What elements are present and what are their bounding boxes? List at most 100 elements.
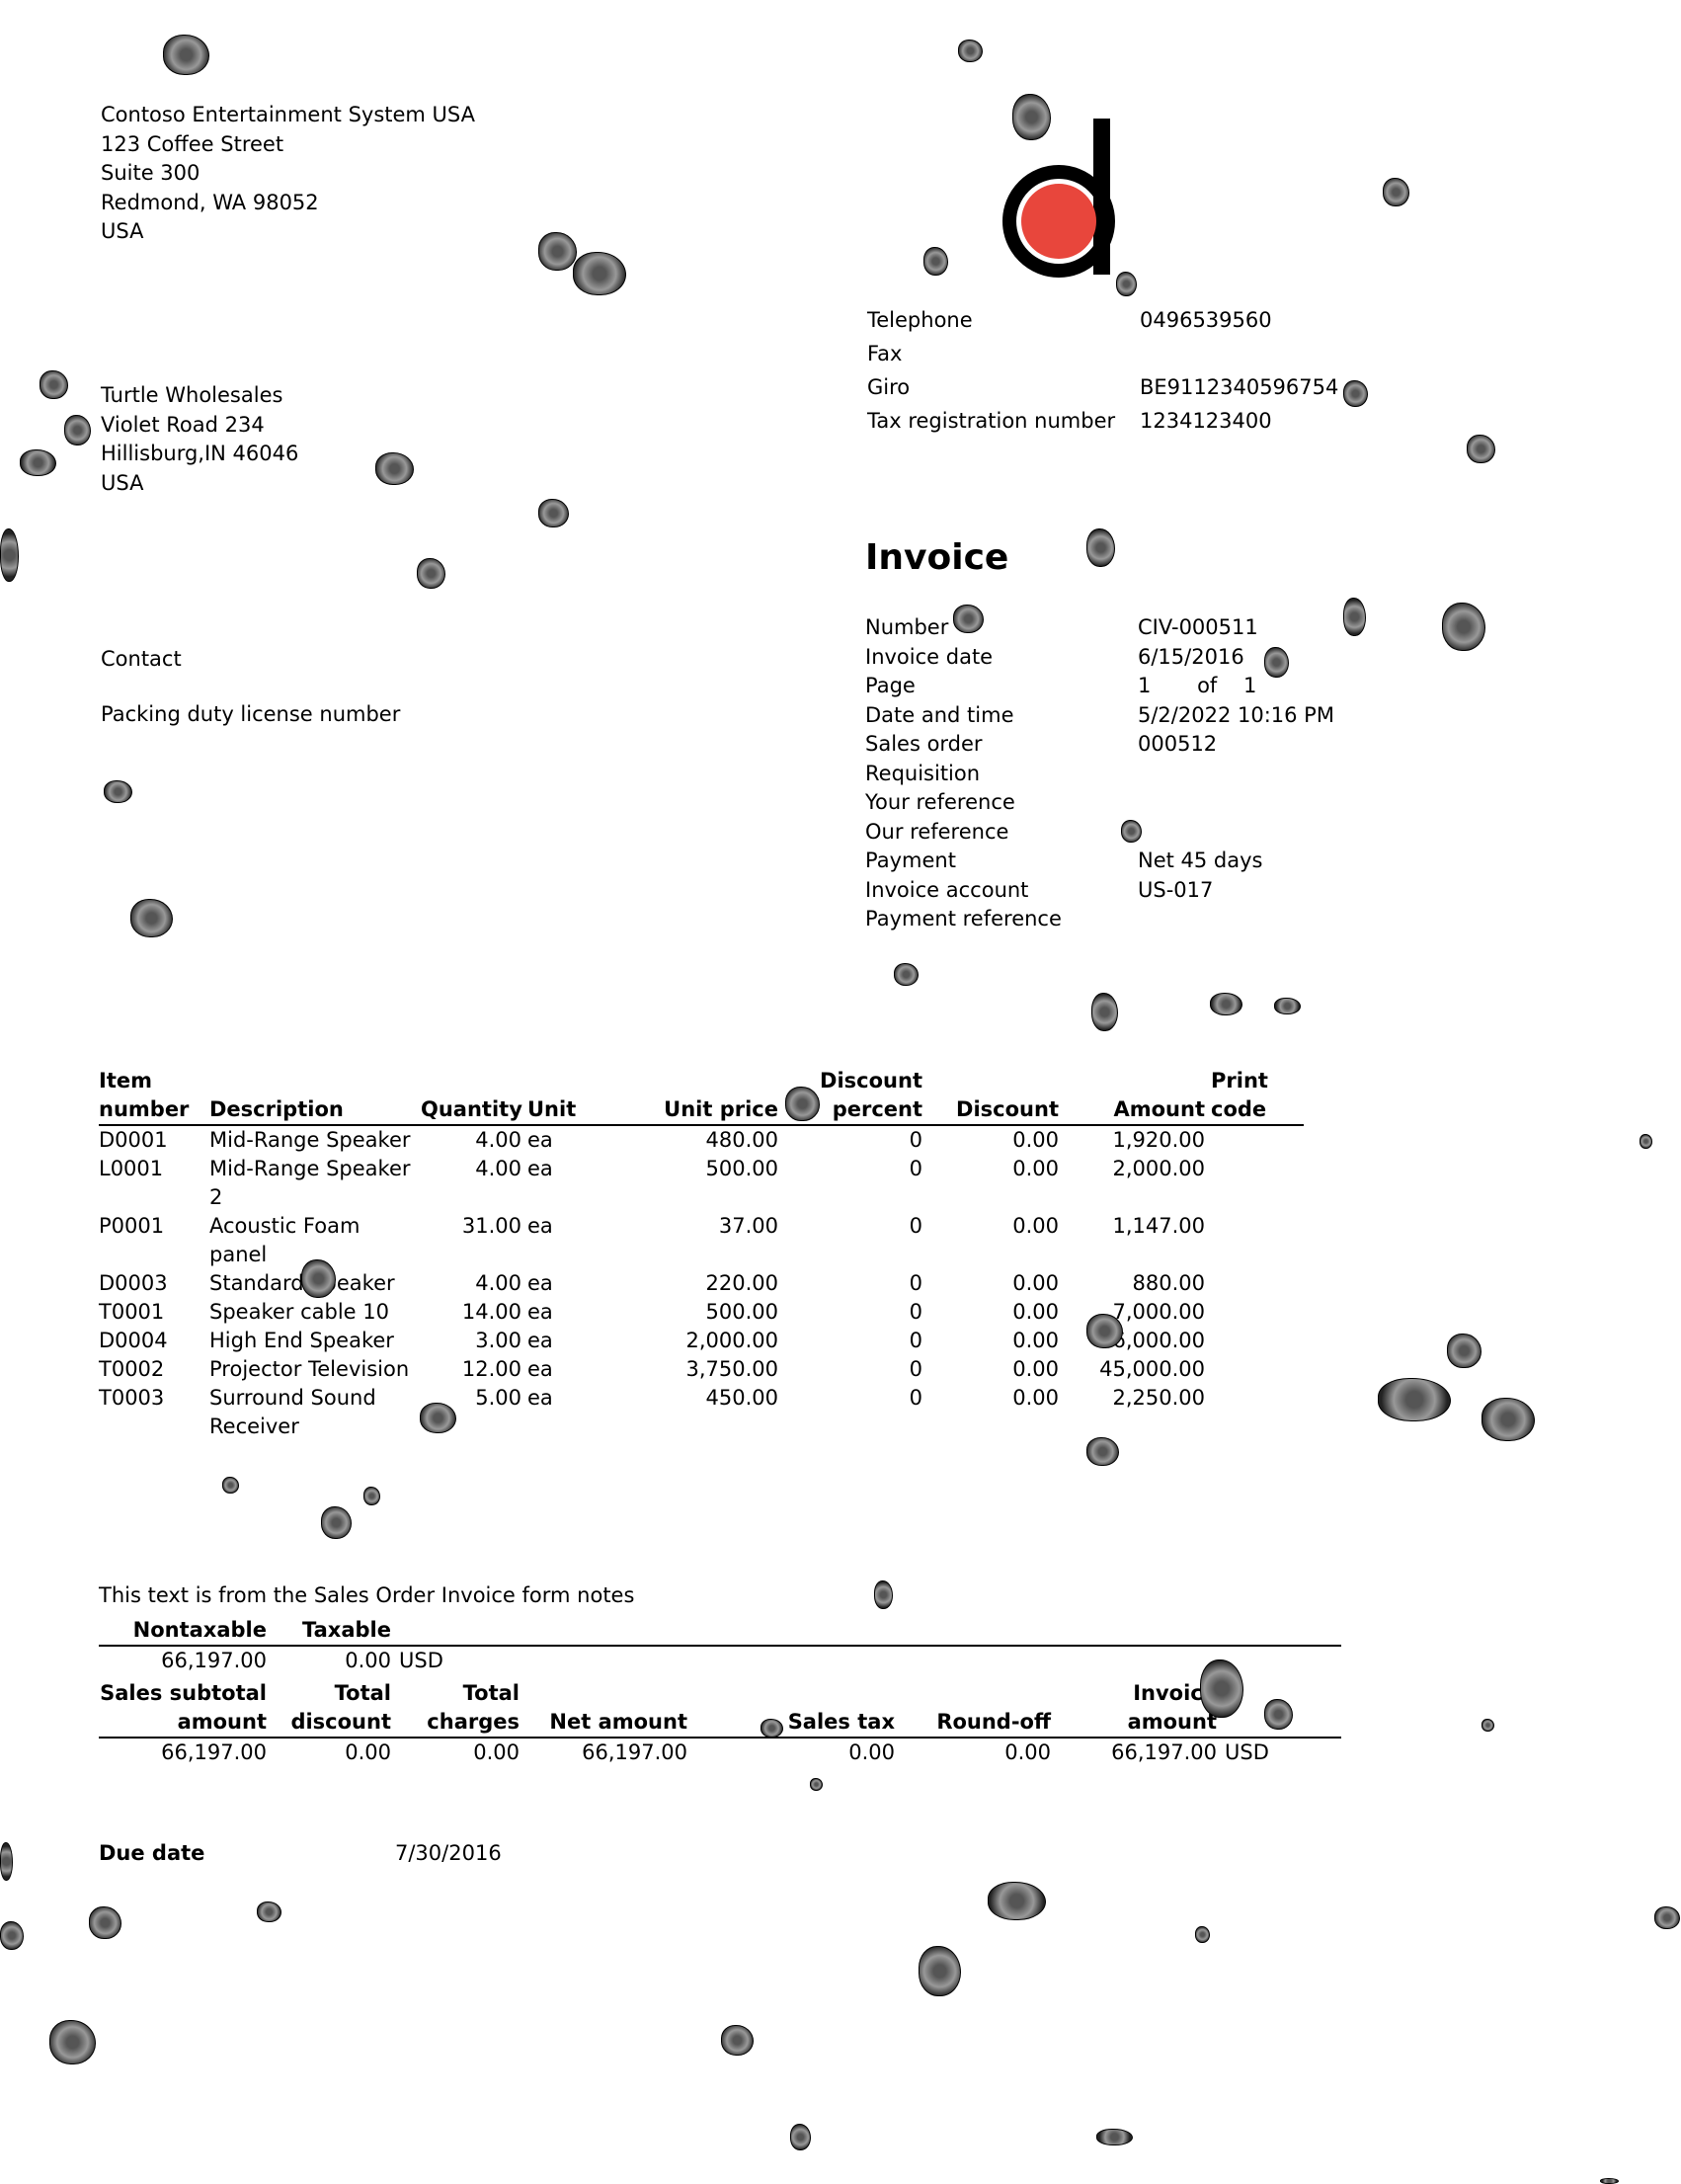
scan-speck (988, 1882, 1046, 1920)
invoice-fields: Number CIV-000511 Invoice date 6/15/2016 P… (865, 613, 1334, 934)
unit-price-cell: 450.00 (705, 1386, 778, 1410)
unit-price-cell: 500.00 (705, 1300, 778, 1324)
scan-speck (0, 528, 19, 582)
scan-speck (0, 1921, 24, 1950)
description-line: Mid-Range Speaker (209, 1157, 411, 1180)
form-notes: This text is from the Sales Order Invoic… (99, 1583, 635, 1607)
scan-speck (20, 449, 56, 476)
scan-speck (321, 1506, 352, 1539)
discount-cell: 0.00 (1012, 1157, 1059, 1180)
col-net-amount: Net amount (525, 1679, 693, 1739)
invoice-date-label: Invoice date (865, 644, 994, 669)
totals-table: Sales subtotal amount Total discount Total… (99, 1679, 1341, 1767)
round-off-value: 0.00 (1004, 1740, 1051, 1764)
scan-speck (130, 899, 173, 937)
company-address-block: Contoso Entertainment System USA 123 Cof… (101, 101, 475, 247)
item-number-cell: T0003 (99, 1386, 165, 1410)
tax-header-row: Nontaxable Taxable (99, 1616, 1341, 1647)
scan-speck (1264, 1699, 1293, 1730)
totals-header-row: Sales subtotal amount Total discount Total… (99, 1679, 1341, 1739)
col-unit-price: Unit price (597, 1067, 784, 1126)
table-header-row: Item number Description Quantity Unit Uni… (99, 1067, 1304, 1126)
discount-percent-cell: 0 (909, 1271, 922, 1295)
contact-label: Contact (101, 647, 182, 671)
discount-percent-cell: 0 (909, 1300, 922, 1324)
discount-cell: 0.00 (1012, 1128, 1059, 1152)
item-number-cell: T0002 (99, 1357, 165, 1381)
scan-speck (417, 558, 445, 589)
table-row: D0004 High End Speaker 3.00 ea 2,000.00 0 0.00… (99, 1327, 1304, 1355)
quantity-cell: 12.00 (461, 1357, 521, 1381)
scan-speck (375, 452, 414, 485)
scan-speck (1481, 1398, 1535, 1441)
discount-cell: 0.00 (1012, 1271, 1059, 1295)
quantity-cell: 4.00 (475, 1128, 521, 1152)
sales-order-value: 000512 (1138, 732, 1218, 756)
customer-address-line: USA (101, 470, 144, 495)
amount-cell: 880.00 (1132, 1271, 1205, 1295)
unit-price-cell: 480.00 (705, 1128, 778, 1152)
payment-label: Payment (865, 849, 956, 872)
logo-ring (1002, 165, 1115, 278)
description-line: High End Speaker (209, 1329, 394, 1352)
quantity-cell: 5.00 (475, 1386, 521, 1410)
scan-speck (1200, 1659, 1243, 1718)
scan-speck (163, 35, 209, 75)
unit-cell: ea (527, 1271, 553, 1295)
scan-speck (538, 499, 569, 527)
discount-cell: 0.00 (1012, 1329, 1059, 1352)
unit-price-cell: 220.00 (705, 1271, 778, 1295)
scan-speck (1086, 1314, 1123, 1348)
col-print-code: Print code (1211, 1067, 1304, 1126)
amount-cell: 1,147.00 (1112, 1214, 1205, 1238)
print-code-cell (1211, 1269, 1304, 1298)
quantity-cell: 31.00 (461, 1214, 521, 1238)
net-amount-value: 66,197.00 (582, 1740, 687, 1764)
description-cell: Surround Sound Receiver (209, 1384, 421, 1441)
description-cell: High End Speaker (209, 1327, 421, 1355)
scan-speck (1086, 528, 1115, 567)
company-address-line: Redmond, WA 98052 (101, 190, 319, 214)
scan-speck (785, 1087, 820, 1121)
tax-currency: USD (399, 1649, 443, 1672)
company-address-line: 123 Coffee Street (101, 131, 284, 156)
scan-speck (760, 1719, 783, 1738)
discount-cell: 0.00 (1012, 1357, 1059, 1381)
print-code-cell (1211, 1327, 1304, 1355)
our-reference-label: Our reference (865, 819, 1009, 844)
subtotal-value: 66,197.00 (161, 1740, 267, 1764)
col-quantity: Quantity (421, 1067, 527, 1126)
fax-label: Fax (867, 342, 903, 365)
col-description: Description (209, 1067, 421, 1126)
unit-price-cell: 500.00 (705, 1157, 778, 1180)
invoice-account-value: US-017 (1138, 877, 1214, 902)
date-time-value: 5/2/2022 10:16 PM (1138, 702, 1334, 727)
discount-percent-cell: 0 (909, 1357, 922, 1381)
col-sales-tax: Sales tax (693, 1679, 901, 1739)
amount-cell: 6,000.00 (1112, 1329, 1205, 1352)
customer-address-line: Hillisburg,IN 46046 (101, 442, 299, 465)
company-contact-block: Telephone 0496539560 Fax Giro BE9112340596… (867, 306, 1338, 441)
col-item-number: Item number (99, 1067, 209, 1126)
col-discount: Discount (928, 1067, 1065, 1126)
scan-speck (1116, 272, 1137, 296)
company-address-line: USA (101, 219, 144, 243)
customer-name: Turtle Wholesales (101, 383, 283, 407)
scan-speck (1481, 1719, 1494, 1732)
print-code-cell (1211, 1384, 1304, 1441)
table-row: T0001 Speaker cable 10 14.00 ea 500.00 0 0.00 7… (99, 1298, 1304, 1327)
scan-speck (257, 1901, 281, 1922)
scan-speck (1654, 1906, 1680, 1929)
item-number-cell: D0004 (99, 1329, 168, 1352)
unit-cell: ea (527, 1329, 553, 1352)
scan-speck (894, 963, 919, 986)
due-date-label: Due date (99, 1841, 205, 1865)
sales-tax-value: 0.00 (848, 1740, 895, 1764)
col-total-discount: Total discount (273, 1679, 397, 1739)
scan-speck (919, 1946, 961, 1996)
print-code-cell (1211, 1298, 1304, 1327)
scan-speck (1343, 598, 1366, 636)
scan-speck (573, 252, 626, 295)
scan-speck (64, 415, 91, 445)
col-invoice-amount: Invoice amount (1057, 1679, 1223, 1739)
